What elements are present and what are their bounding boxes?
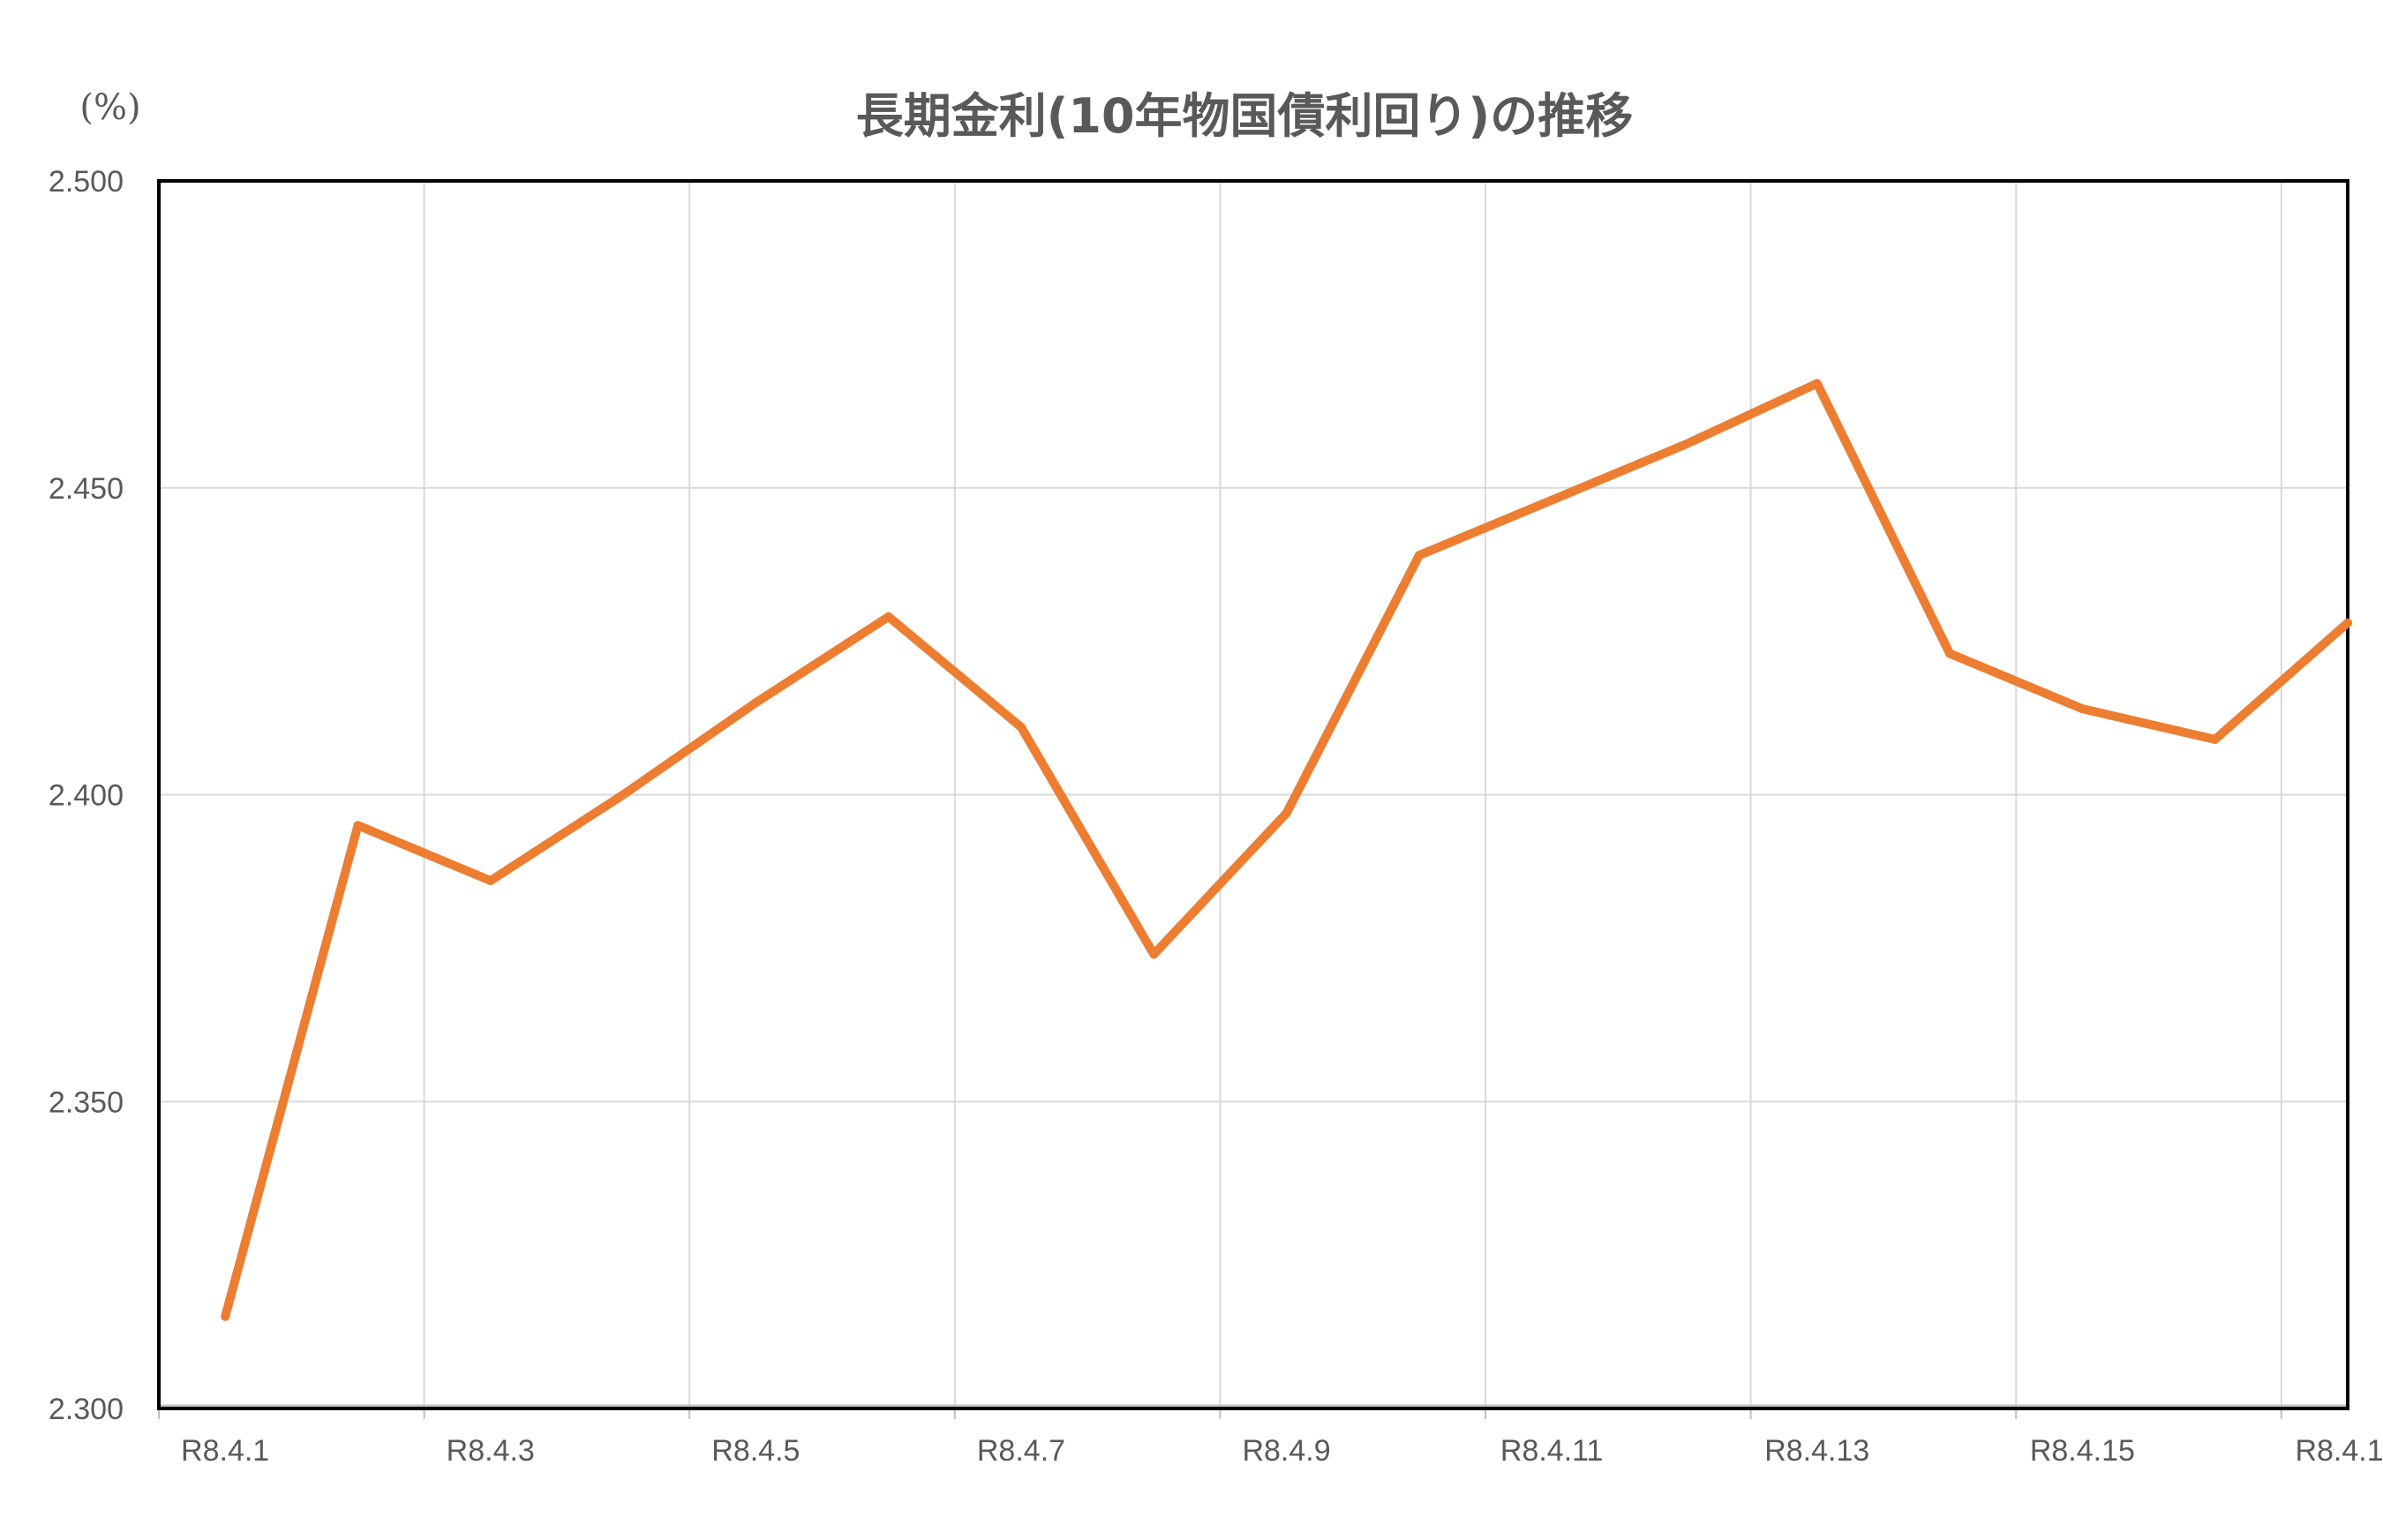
data-point [883, 612, 893, 621]
y-axis-unit-label: (%) [79, 87, 140, 128]
plot-area-frame [157, 179, 2349, 1410]
chart-title: 長期金利(10年物国債利回り)の推移 [856, 88, 1634, 144]
y-tick-label: 2.400 [49, 779, 124, 813]
data-point [1812, 379, 1822, 388]
x-tick-label: R8.4.15 [2030, 1434, 2135, 1468]
data-point [485, 875, 495, 885]
y-tick-label: 2.500 [49, 165, 124, 199]
x-tick-label: R8.4.13 [1764, 1434, 1869, 1468]
data-point [1547, 495, 1557, 505]
data-point [1149, 950, 1159, 959]
data-point [1680, 440, 1689, 450]
x-tick-label: R8.4.17 [2295, 1434, 2383, 1468]
data-point [2210, 734, 2220, 744]
data-point [2343, 618, 2352, 627]
data-point [2078, 704, 2087, 714]
horizontal-gridlines [159, 180, 2348, 1409]
vertical-gridlines [423, 181, 2282, 1409]
data-point [619, 790, 628, 800]
data-point [751, 698, 761, 708]
data-point [1017, 723, 1026, 732]
data-point [1282, 808, 1291, 818]
series-line [221, 379, 2352, 1321]
x-tick-label: R8.4.1 [181, 1434, 269, 1468]
x-tick-label: R8.4.11 [1500, 1434, 1604, 1468]
data-point [1945, 649, 1955, 658]
x-tick-label: R8.4.3 [447, 1434, 535, 1468]
x-tick-label: R8.4.9 [1242, 1434, 1330, 1468]
y-tick-label: 2.450 [49, 472, 124, 506]
y-tick-label: 2.350 [49, 1086, 124, 1119]
data-point [353, 821, 363, 830]
series-group [221, 379, 2352, 1321]
data-point [221, 1311, 230, 1321]
x-axis-tick-labels: R8.4.1 R8.4.3 R8.4.5 R8.4.7 R8.4.9 R8.4.11 R8.… [181, 1434, 2383, 1468]
data-point [1414, 551, 1424, 560]
x-tick-label: R8.4.7 [977, 1434, 1065, 1468]
y-tick-label: 2.300 [49, 1393, 124, 1426]
y-axis-tick-labels: 2.300 2.350 2.400 2.450 2.500 [49, 165, 124, 1426]
x-tick-label: R8.4.5 [711, 1434, 800, 1468]
